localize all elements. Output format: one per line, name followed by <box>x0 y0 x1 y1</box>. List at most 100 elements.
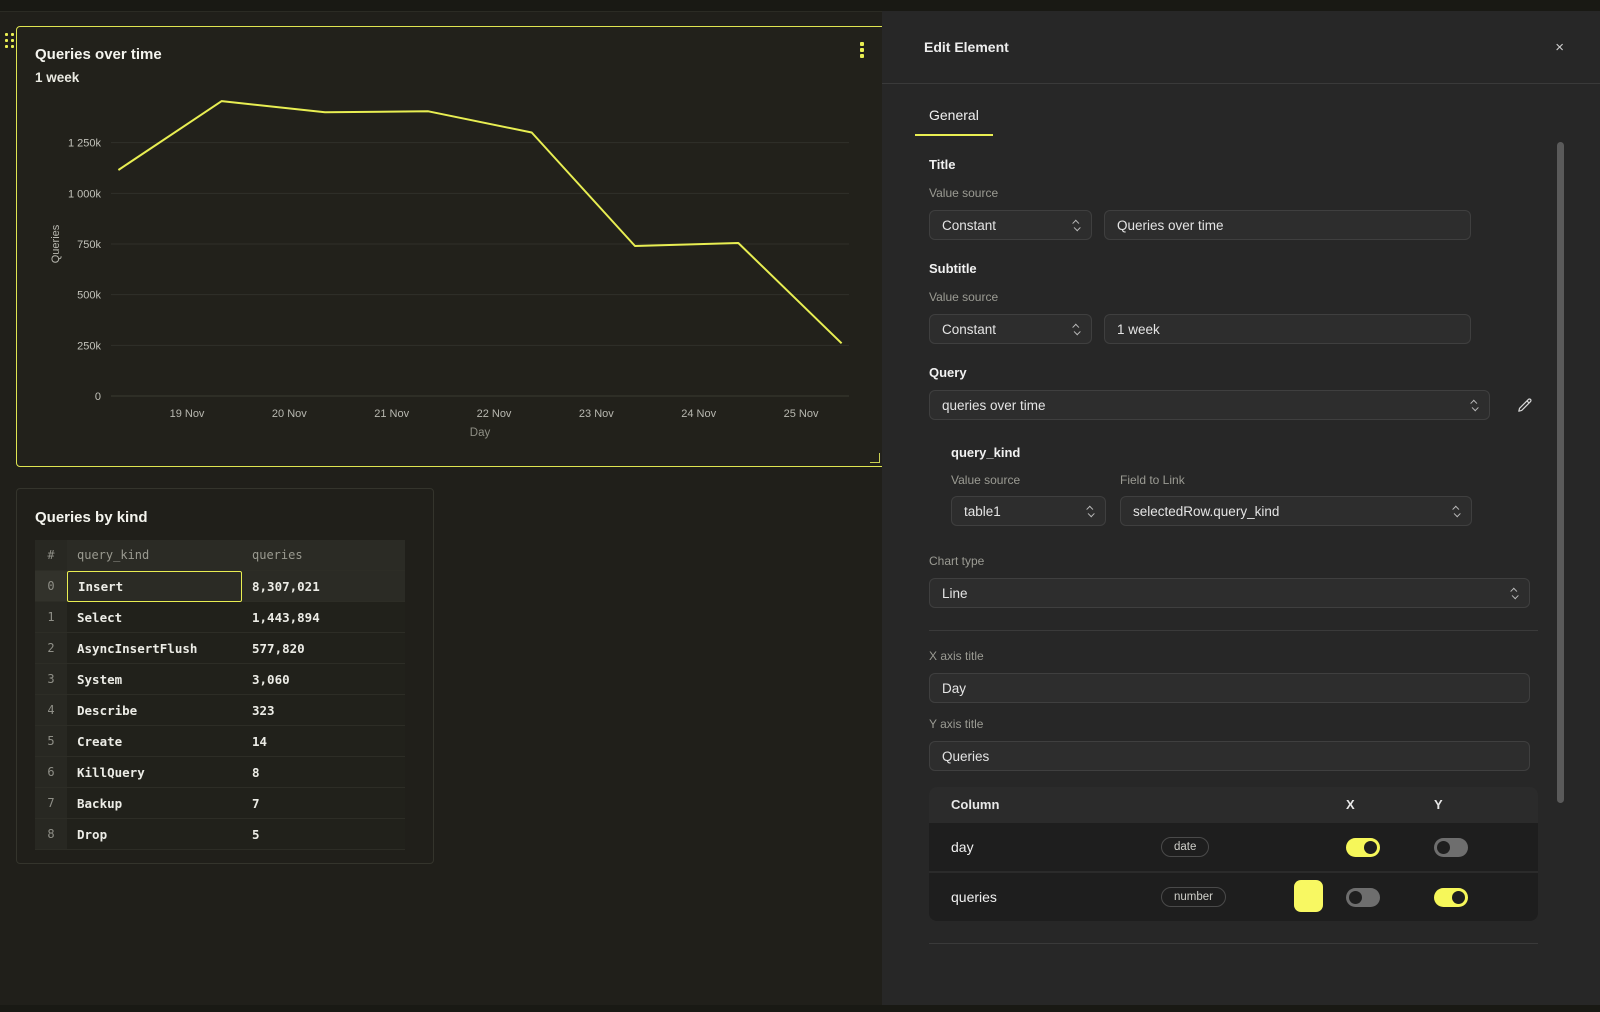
table-title: Queries by kind <box>35 509 148 526</box>
chevron-updown-icon <box>1510 587 1519 599</box>
chevron-updown-icon <box>1072 323 1081 335</box>
column-type-badge: date <box>1161 837 1210 857</box>
x-axis-title-value: Day <box>942 680 967 696</box>
subtitle-source-value: Constant <box>942 321 997 337</box>
row-index: 1 <box>35 602 67 633</box>
x-axis-toggle-off[interactable] <box>1346 887 1380 907</box>
x-axis-title-label: X axis title <box>929 649 984 663</box>
svg-text:Queries: Queries <box>50 224 62 263</box>
chevron-updown-icon <box>1452 505 1461 517</box>
query-kind-cell[interactable]: Describe <box>67 695 242 726</box>
row-index: 5 <box>35 726 67 757</box>
x-axis-title-input[interactable]: Day <box>929 673 1530 703</box>
column-type-badge: number <box>1161 887 1226 907</box>
svg-text:24 Nov: 24 Nov <box>681 408 716 420</box>
subtitle-value-input[interactable]: 1 week <box>1104 314 1471 344</box>
svg-text:23 Nov: 23 Nov <box>579 408 614 420</box>
pencil-icon <box>1517 397 1532 412</box>
row-index: 6 <box>35 757 67 788</box>
chart-subtitle: 1 week <box>35 70 80 85</box>
columns-header-column: Column <box>951 796 1000 812</box>
query-kind-cell[interactable]: Create <box>67 726 242 757</box>
svg-text:19 Nov: 19 Nov <box>170 408 205 420</box>
svg-text:0: 0 <box>95 391 101 403</box>
query-kind-label: query_kind <box>951 445 1021 460</box>
query-kind-cell[interactable]: Drop <box>67 819 242 850</box>
columns-header-row: Column X Y <box>929 787 1538 821</box>
y-axis-toggle-on[interactable] <box>1434 887 1468 907</box>
chart-type-select[interactable]: Line <box>929 578 1530 608</box>
column-name: day <box>951 839 974 855</box>
query-select[interactable]: queries over time <box>929 390 1490 420</box>
svg-text:750k: 750k <box>77 239 101 251</box>
svg-text:500k: 500k <box>77 290 101 302</box>
chevron-updown-icon <box>1086 505 1095 517</box>
subtitle-section-label: Subtitle <box>929 261 977 276</box>
title-source-select[interactable]: Constant <box>929 210 1092 240</box>
resize-handle-icon[interactable] <box>870 453 880 463</box>
field-to-link-label: Field to Link <box>1120 473 1185 487</box>
query-kind-cell[interactable]: System <box>67 664 242 695</box>
edit-query-button[interactable] <box>1510 391 1538 419</box>
table-header-queries: queries <box>242 540 405 571</box>
table-header-query-kind: query_kind <box>67 540 242 571</box>
tab-general[interactable]: General <box>915 107 993 136</box>
queries-cell[interactable]: 323 <box>242 695 405 726</box>
queries-by-kind-table: # query_kind queries 0 Insert 8,307,021 1 Selec… <box>35 540 405 850</box>
queries-cell[interactable]: 7 <box>242 788 405 819</box>
queries-cell[interactable]: 14 <box>242 726 405 757</box>
subtitle-value: 1 week <box>1117 321 1160 337</box>
svg-text:21 Nov: 21 Nov <box>374 408 409 420</box>
queries-cell[interactable]: 1,443,894 <box>242 602 405 633</box>
row-index: 3 <box>35 664 67 695</box>
title-value-input[interactable]: Queries over time <box>1104 210 1471 240</box>
query-value: queries over time <box>942 397 1046 413</box>
series-color-swatch[interactable] <box>1294 879 1323 912</box>
title-value: Queries over time <box>1117 217 1224 233</box>
chart-panel-selected[interactable]: Queries over time 1 week 0 250k 500k 750k 1 … <box>16 26 886 467</box>
drag-handle-icon[interactable] <box>5 33 15 50</box>
query-kind-source-select[interactable]: table1 <box>951 496 1106 526</box>
svg-text:22 Nov: 22 Nov <box>477 408 512 420</box>
svg-text:20 Nov: 20 Nov <box>272 408 307 420</box>
title-source-value: Constant <box>942 217 997 233</box>
query-kind-cell[interactable]: Backup <box>67 788 242 819</box>
query-kind-cell[interactable]: AsyncInsertFlush <box>67 633 242 664</box>
svg-text:Day: Day <box>470 427 491 439</box>
y-axis-title-value: Queries <box>942 748 990 764</box>
y-axis-toggle-off[interactable] <box>1434 837 1468 857</box>
scrollbar-thumb[interactable] <box>1557 142 1564 803</box>
row-index: 4 <box>35 695 67 726</box>
queries-cell[interactable]: 577,820 <box>242 633 405 664</box>
x-axis-toggle-on[interactable] <box>1346 837 1380 857</box>
column-name: queries <box>951 889 997 905</box>
editor-body: General Title Value source Constant Quer… <box>882 84 1600 964</box>
y-axis-title-input[interactable]: Queries <box>929 741 1530 771</box>
columns-header-y: Y <box>1434 796 1443 812</box>
chart-menu-kebab-icon[interactable] <box>853 39 871 61</box>
field-to-link-select[interactable]: selectedRow.query_kind <box>1120 496 1472 526</box>
selected-query-kind-cell[interactable]: Insert <box>67 571 242 602</box>
queries-cell[interactable]: 8,307,021 <box>242 571 405 602</box>
query-kind-source-value: table1 <box>964 503 1001 519</box>
row-index: 2 <box>35 633 67 664</box>
dashboard-canvas: Queries over time 1 week 0 250k 500k 750k 1 … <box>0 11 886 1005</box>
queries-cell[interactable]: 8 <box>242 757 405 788</box>
column-config-row-day: day date <box>929 823 1538 871</box>
chart-type-value: Line <box>942 585 968 601</box>
edit-element-panel: Edit Element × General Title Value sourc… <box>882 11 1600 1005</box>
row-index: 8 <box>35 819 67 850</box>
queries-cell[interactable]: 3,060 <box>242 664 405 695</box>
svg-text:1 250k: 1 250k <box>68 138 102 150</box>
columns-header-x: X <box>1346 796 1355 812</box>
query-section-label: Query <box>929 365 967 380</box>
subtitle-source-select[interactable]: Constant <box>929 314 1092 344</box>
editor-title: Edit Element <box>924 39 1009 55</box>
svg-text:25 Nov: 25 Nov <box>784 408 819 420</box>
close-icon[interactable]: × <box>1555 38 1564 56</box>
title-value-source-label: Value source <box>929 186 999 200</box>
query-kind-cell[interactable]: Select <box>67 602 242 633</box>
row-index: 0 <box>35 571 67 602</box>
query-kind-cell[interactable]: KillQuery <box>67 757 242 788</box>
queries-cell[interactable]: 5 <box>242 819 405 850</box>
